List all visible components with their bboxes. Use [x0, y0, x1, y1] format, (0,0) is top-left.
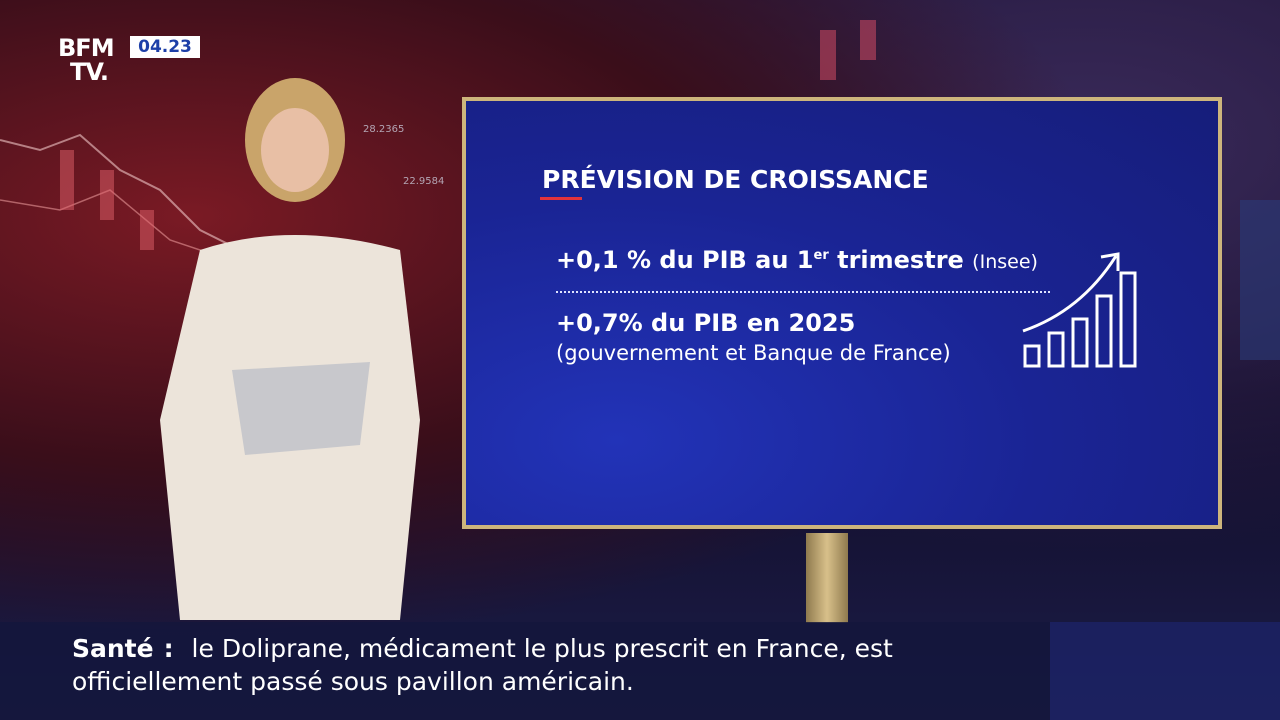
ticker-headline: le Doliprane, médicament le plus prescri… — [72, 634, 893, 696]
channel-logo: BFM TV. — [58, 34, 115, 86]
item-source: (gouvernement et Banque de France) — [556, 341, 951, 365]
item-text: +0,1 % du PIB au 1 — [556, 246, 814, 274]
clock: 04.23 — [130, 36, 200, 58]
ticker-separator: : — [163, 634, 174, 663]
title-accent — [540, 197, 582, 200]
separator — [556, 291, 1050, 293]
superscript: er — [813, 248, 829, 263]
background-number: 22.9584 — [403, 176, 445, 187]
ticker-topic: Santé — [72, 634, 154, 663]
background-number: 28.2365 — [363, 124, 405, 135]
panel-stand — [806, 533, 848, 623]
panel-item: +0,1 % du PIB au 1er trimestre (Insee) — [556, 246, 1038, 274]
panel-title: PRÉVISION DE CROISSANCE — [542, 165, 929, 194]
item-source: (Insee) — [972, 251, 1038, 273]
ticker-end — [1050, 622, 1280, 720]
item-text: +0,7% du PIB en 2025 — [556, 309, 856, 337]
news-ticker — [0, 622, 1050, 720]
ticker-text: Santé: le Doliprane, médicament le plus … — [72, 632, 952, 698]
info-panel: PRÉVISION DE CROISSANCE +0,1 % du PIB au… — [462, 97, 1222, 529]
panel-item: +0,7% du PIB en 2025 (gouvernement et Ba… — [556, 309, 951, 365]
logo-line: BFM — [58, 34, 115, 62]
logo-line: TV. — [70, 58, 109, 86]
growth-icon — [1022, 252, 1137, 368]
item-text: trimestre — [837, 246, 964, 274]
